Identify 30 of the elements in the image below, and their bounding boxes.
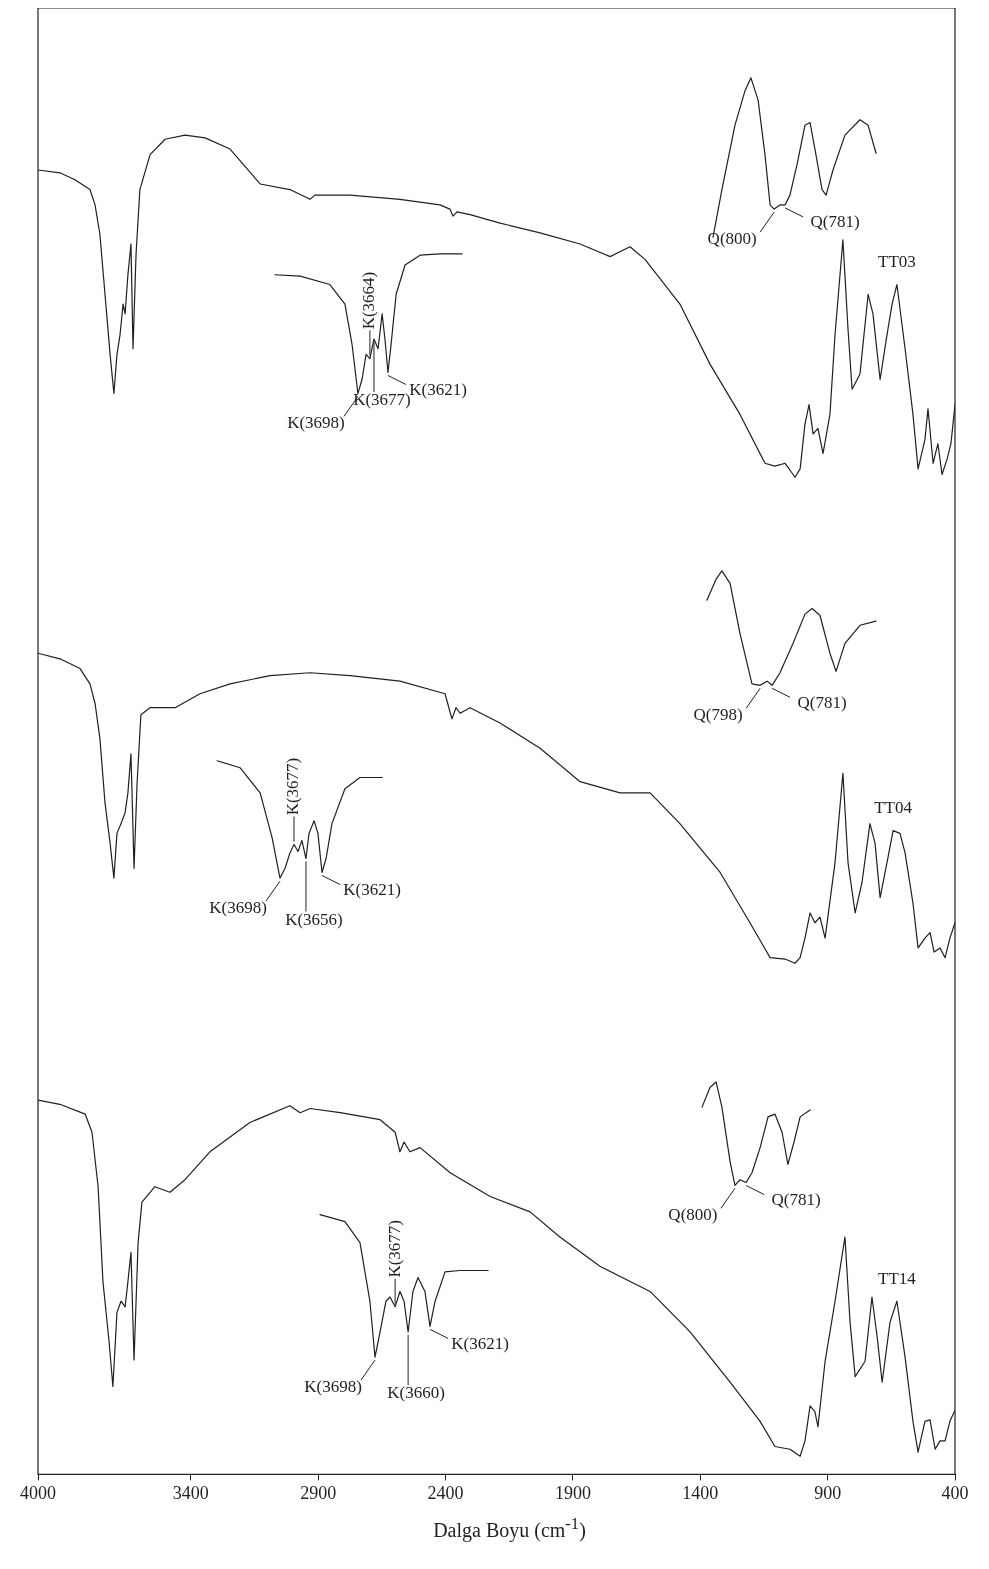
annotation: K(3677): [384, 1220, 404, 1278]
x-tick-label: 400: [941, 1482, 969, 1503]
x-axis-title: Dalga Boyu (cm$^{-1}$): [432, 1514, 587, 1542]
x-tick-label: 4000: [20, 1482, 56, 1503]
annotation: Q(781): [771, 1189, 821, 1209]
series-label: TT03: [878, 251, 916, 271]
series-label: TT04: [874, 798, 913, 818]
annotation: K(3621): [343, 879, 401, 899]
annotation: K(3677): [283, 757, 303, 816]
x-tick-label: 1900: [554, 1482, 591, 1503]
annotation: K(3698): [287, 412, 345, 432]
x-tick-label: 2900: [300, 1482, 337, 1503]
annotation: K(3660): [387, 1383, 445, 1403]
x-tick-label: 900: [814, 1482, 842, 1503]
annotation: K(3621): [409, 379, 467, 399]
annotation: Q(781): [797, 692, 847, 712]
annotation: K(3621): [451, 1333, 509, 1353]
annotation: K(3664): [359, 271, 379, 330]
annotation: K(3656): [285, 909, 343, 929]
annotation: Q(781): [810, 212, 860, 232]
annotation: K(3677): [353, 390, 411, 410]
x-tick-label: 3400: [172, 1482, 209, 1503]
series-label: TT14: [878, 1268, 917, 1288]
annotation: Q(798): [693, 704, 743, 724]
annotation: Q(800): [668, 1204, 718, 1224]
annotation: K(3698): [209, 897, 267, 917]
annotation: K(3698): [304, 1376, 362, 1396]
x-tick-label: 1400: [682, 1482, 719, 1503]
annotation: Q(800): [707, 228, 757, 248]
x-tick-label: 2400: [427, 1482, 464, 1503]
